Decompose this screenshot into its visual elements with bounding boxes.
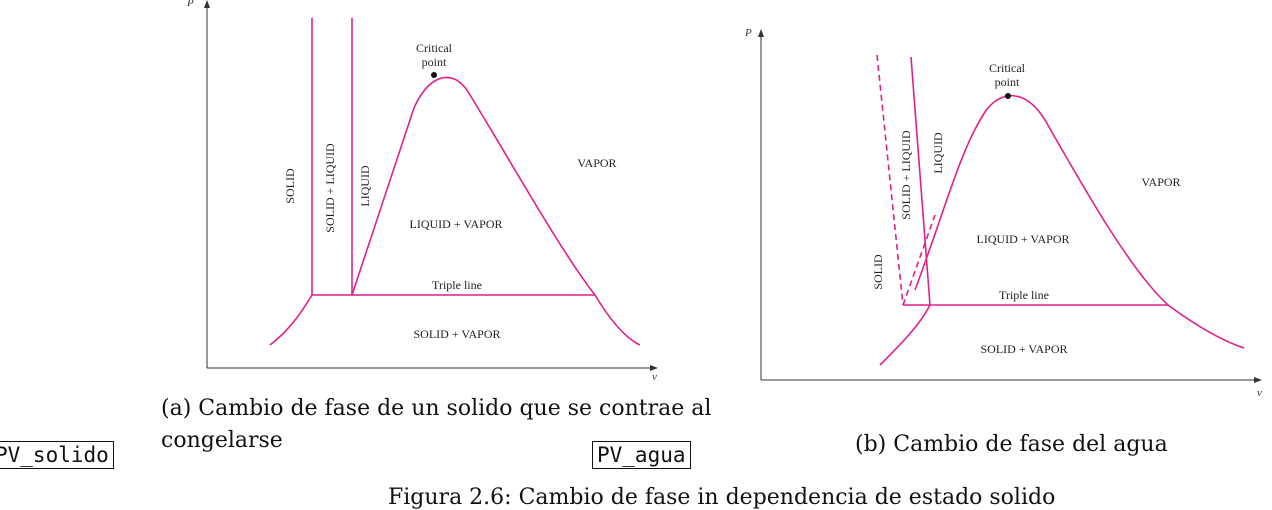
critical-point-label-a: Critical [416, 41, 453, 55]
vapor-label-a: VAPOR [577, 156, 616, 170]
p-axis-arrow-a [204, 0, 210, 8]
critical-point-label2-b: point [995, 75, 1020, 89]
triple-line-label-b: Triple line [999, 288, 1049, 302]
p-axis-arrow-b [758, 29, 764, 37]
solid-liquid-label-b: SOLID + LIQUID [899, 130, 913, 220]
v-axis-label-a: v [652, 371, 657, 383]
critical-point-marker-a [431, 72, 437, 78]
solid-vapor-label-b: SOLID + VAPOR [980, 342, 1067, 356]
tag-pv-agua: PV_agua [592, 441, 691, 469]
critical-point-marker-b [1005, 93, 1011, 99]
sublimation-curve-a [269, 294, 313, 346]
caption-a-line2: congelarse [161, 428, 283, 453]
critical-point-label2-a: point [422, 55, 447, 69]
saturation-dome-b [914, 94, 1245, 349]
liquid-vapor-label-b: LIQUID + VAPOR [977, 232, 1070, 246]
critical-point-label-b: Critical [989, 61, 1026, 75]
solid-label-a: SOLID [283, 168, 297, 204]
caption-b: (b) Cambio de fase del agua [855, 432, 1168, 457]
triple-line-label-a: Triple line [432, 278, 482, 292]
solid-vapor-label-a: SOLID + VAPOR [413, 327, 500, 341]
v-axis-arrow-b [1254, 377, 1262, 383]
pv-diagram-solid: P v Critical point SOLID SOLID + LIQUID … [186, 0, 658, 383]
p-axis-label-b: P [744, 27, 752, 39]
saturation-dome-a [351, 76, 641, 346]
figure-caption: Figura 2.6: Cambio de fase in dependenci… [388, 485, 1056, 510]
sublimation-curve-b [879, 304, 931, 366]
liquid-vapor-label-a: LIQUID + VAPOR [410, 217, 503, 231]
solid-label-b: SOLID [871, 254, 885, 290]
liquid-boundary-b [910, 56, 931, 306]
solid-liquid-label-a: SOLID + LIQUID [323, 143, 337, 233]
v-axis-arrow-a [650, 365, 658, 371]
liquid-label-b: LIQUID [931, 132, 945, 174]
vapor-label-b: VAPOR [1141, 175, 1180, 189]
caption-a-line1: (a) Cambio de fase de un solido que se c… [161, 396, 712, 421]
tag-pv-solido: PV_solido [0, 441, 114, 469]
p-axis-label-a: P [186, 0, 194, 9]
solid-boundary-dashed-b [876, 54, 904, 306]
v-axis-label-b: v [1257, 387, 1262, 399]
liquid-label-a: LIQUID [358, 165, 372, 207]
pv-diagram-water: P v Critical point SOLID SOLID + LIQUID … [744, 27, 1262, 399]
solid-liquid-dashed-b [902, 214, 936, 306]
